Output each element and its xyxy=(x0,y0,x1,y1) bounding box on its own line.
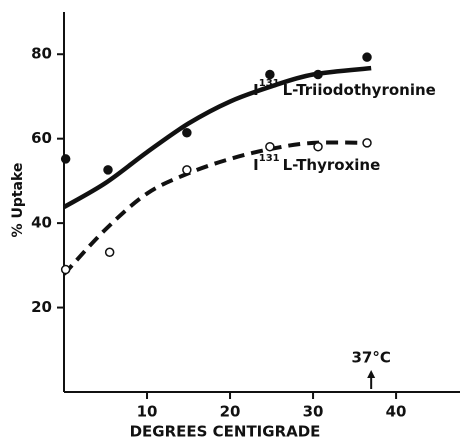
data-point xyxy=(104,247,115,257)
annotation: 37°C xyxy=(351,349,390,367)
fit-curve xyxy=(62,140,372,276)
x-tick-label: 40 xyxy=(386,403,407,421)
y-axis-label: % Uptake xyxy=(10,163,26,238)
series-label: I131 L-Triiodothyronine xyxy=(253,78,436,99)
data-point xyxy=(182,165,192,175)
data-point xyxy=(362,138,372,148)
series-label-isotope: 131 xyxy=(259,78,280,89)
x-tick-label: 30 xyxy=(303,403,324,421)
x-tick-label: 10 xyxy=(137,403,158,421)
fit-curve xyxy=(62,65,372,210)
data-point xyxy=(60,264,71,275)
x-axis-label: DEGREES CENTIGRADE xyxy=(130,423,321,441)
x-tick-label: 20 xyxy=(220,403,241,421)
series-label-element: I xyxy=(253,155,259,173)
y-tick-label: 20 xyxy=(31,298,52,316)
series-label-isotope: 131 xyxy=(259,153,280,164)
data-point xyxy=(103,165,113,175)
series-label-text: L-Thyroxine xyxy=(283,155,381,173)
y-tick-label: 80 xyxy=(31,45,52,63)
y-tick-label: 40 xyxy=(31,214,52,232)
series-label-element: I xyxy=(253,81,259,99)
data-point xyxy=(265,141,275,152)
data-point xyxy=(313,141,323,152)
data-point xyxy=(182,128,192,138)
annotation-arrowhead xyxy=(367,370,376,378)
y-tick-label: 60 xyxy=(31,129,52,147)
data-point xyxy=(60,154,71,164)
data-point xyxy=(313,69,323,80)
data-point xyxy=(265,69,275,80)
data-point xyxy=(362,52,372,62)
series-label-text: L-Triiodothyronine xyxy=(283,81,436,99)
series-label: I131 L-Thyroxine xyxy=(253,153,380,174)
